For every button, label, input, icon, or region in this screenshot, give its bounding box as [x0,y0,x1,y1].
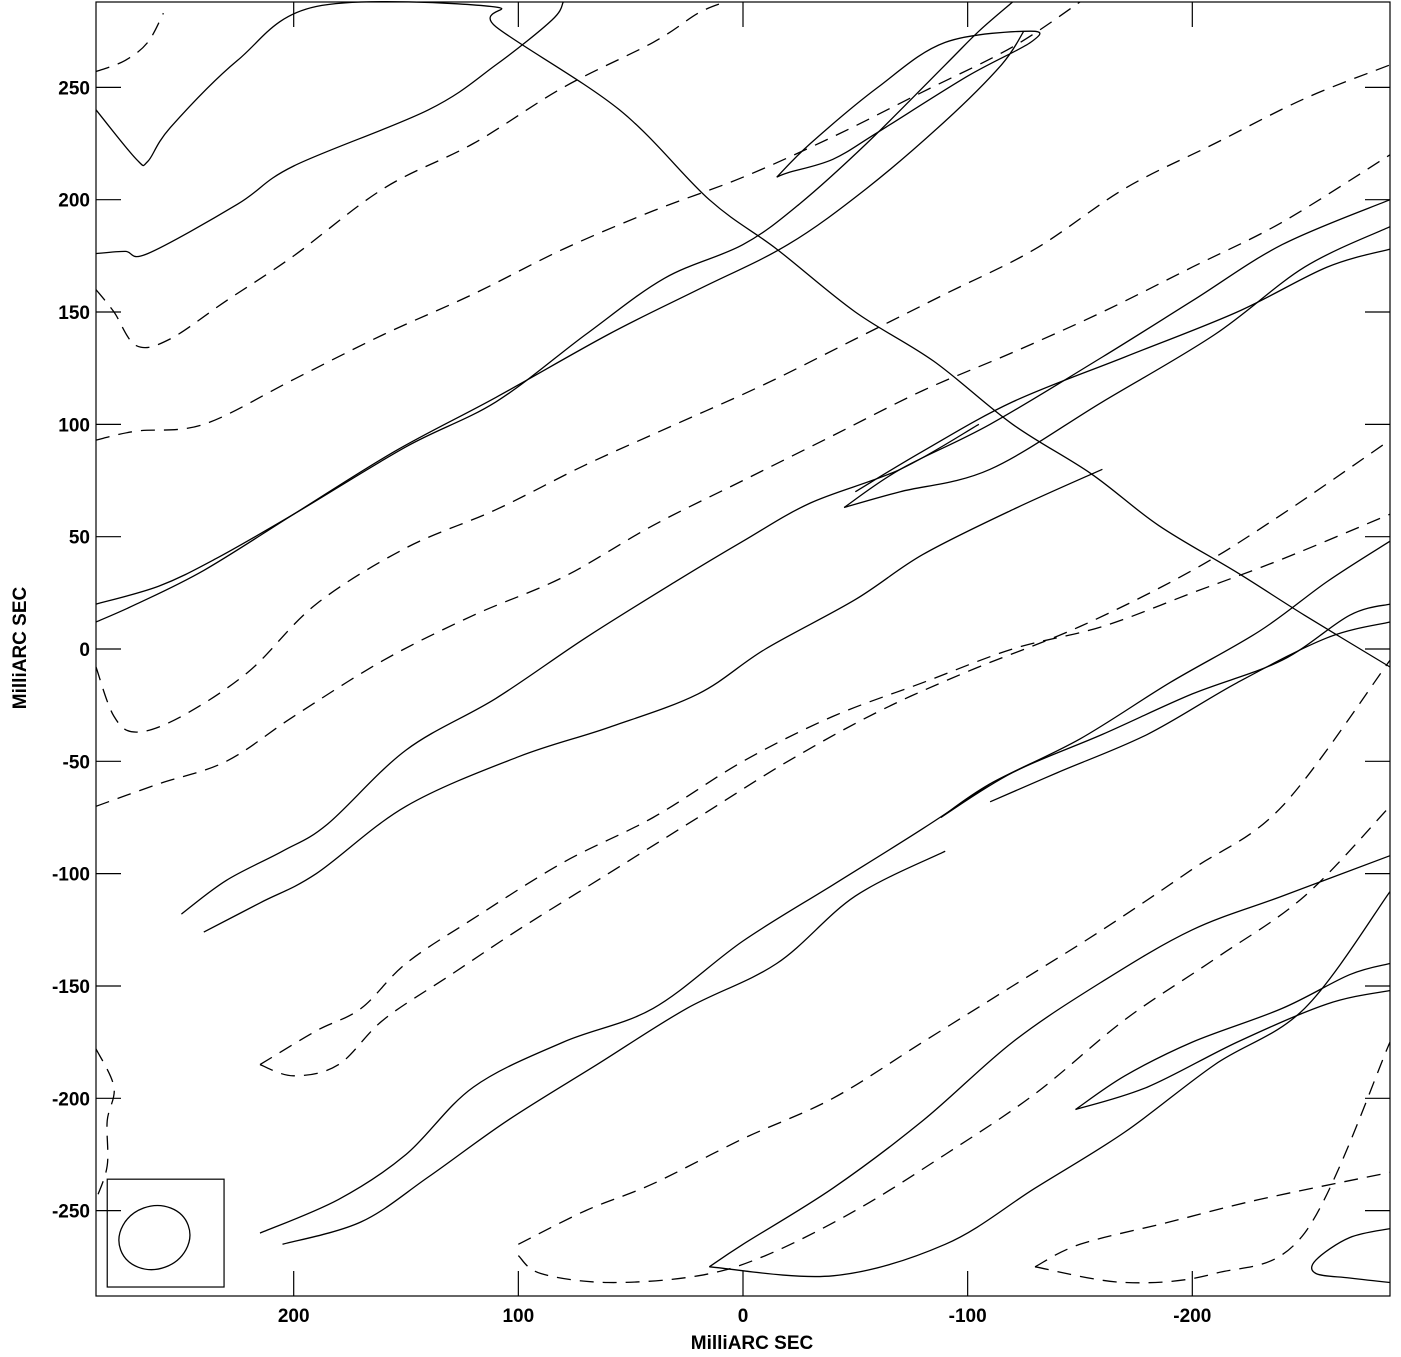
positive-contour-5 [776,30,1041,178]
negative-contour-24 [95,64,1391,733]
positive-contour-11 [940,540,1391,819]
negative-contour-28 [517,805,1391,1284]
negative-contour-32 [95,1048,115,1200]
positive-contour-7 [843,226,1391,509]
positive-contour-2 [95,1,564,258]
positive-contour-8 [854,248,1391,493]
y-tick-label: -100 [52,865,90,886]
positive-contour-9 [181,423,980,915]
x-tick-label: -100 [949,1306,987,1327]
negative-contour-29 [518,659,1391,1245]
beam-box [106,1178,225,1288]
y-tick-label: 250 [58,78,90,99]
negative-contour-27 [259,513,1391,1066]
positive-contour-12 [940,603,1391,819]
x-tick-label: 200 [278,1306,310,1327]
contour-lines [95,1,1391,1284]
positive-contour-10 [203,468,1103,933]
negative-contour-31 [1034,1041,1391,1284]
y-axis-label: MilliARC SEC [10,586,31,709]
negative-contour-21 [95,12,164,73]
y-ticks: 250 200 150 100 50 0 -50 -100 -150 -200 -250 [52,78,1390,1223]
positive-contour-1 [95,1,1391,668]
beam-ellipse [118,1204,191,1271]
negative-contour-30 [1034,1171,1391,1268]
y-tick-label: -150 [52,977,90,998]
axes: 200 100 0 -100 -200 250 200 150 100 50 0 -50 -100 -1… [52,1,1391,1327]
x-axis-label: MilliARC SEC [691,1333,814,1354]
positive-contour-6 [843,199,1391,509]
x-tick-label: 100 [502,1306,534,1327]
positive-contour-15 [282,850,946,1245]
positive-contour-3 [95,1,1014,605]
x-tick-label: 0 [738,1306,749,1327]
y-tick-label: 200 [58,191,90,212]
y-tick-label: 100 [58,415,90,436]
y-tick-label: 0 [79,640,90,661]
negative-contour-23 [95,1,1081,441]
y-tick-label: 50 [69,528,90,549]
positive-contour-14 [259,783,991,1234]
positive-contour-4 [95,30,1025,623]
y-tick-label: -250 [52,1202,90,1223]
positive-contour-19 [1075,989,1391,1111]
plot-frame [95,1,1391,1297]
negative-contour-22 [95,1,726,349]
x-tick-label: -200 [1173,1306,1211,1327]
beam-inset [106,1178,225,1288]
x-ticks: 200 100 0 -100 -200 [278,2,1211,1327]
y-tick-label: 150 [58,303,90,324]
positive-contour-17 [709,891,1391,1278]
y-tick-label: -50 [63,752,90,773]
positive-contour-18 [1075,962,1391,1111]
positive-contour-20 [1310,1227,1391,1284]
positive-contour-13 [989,621,1391,803]
positive-contour-16 [708,855,1391,1268]
negative-contour-26 [259,439,1391,1077]
y-tick-label: -200 [52,1089,90,1110]
negative-contour-25 [95,154,1391,807]
